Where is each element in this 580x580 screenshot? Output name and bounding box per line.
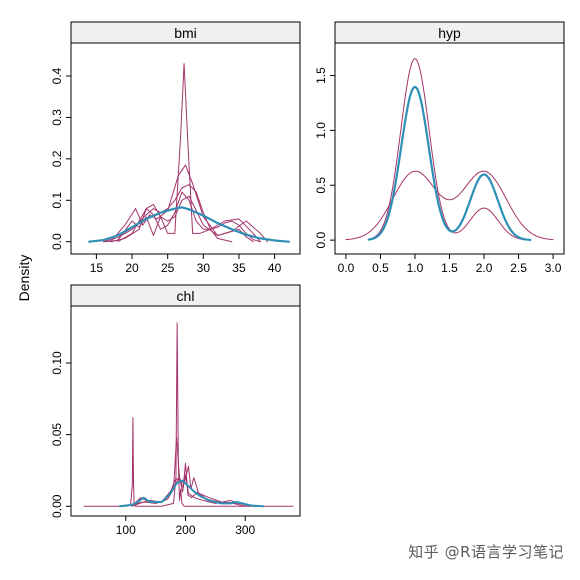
imputed-density-line (345, 170, 554, 241)
curves-group (88, 63, 290, 243)
imputed-density-line (117, 191, 261, 243)
observed-density-line (118, 479, 265, 508)
panel-bmi-plot: 15 20 25 30 35 40 0.0 0.1 0.2 0.3 0.4 (50, 63, 290, 275)
panel-hyp: hyp 0.0 0.5 1.0 1.5 2.0 2.5 3.0 0.0 0.5 1.0 1.5 (314, 21, 565, 275)
imputed-density-line (103, 63, 261, 243)
x-tick-label: 25 (161, 261, 175, 275)
imputed-density-line (110, 195, 268, 243)
y-axis-label: Density (16, 255, 32, 302)
panel-hyp-title: hyp (438, 25, 461, 41)
curves-group (345, 58, 554, 241)
x-tick-label: 2.5 (510, 261, 527, 275)
y-tick-label: 1.5 (314, 67, 328, 84)
x-tick-label: 1.0 (407, 261, 424, 275)
y-tick-label: 0.0 (50, 233, 64, 250)
y-tick-label: 0.10 (50, 351, 64, 375)
y-tick-label: 0.4 (50, 67, 64, 84)
x-tick-label: 0.0 (338, 261, 355, 275)
watermark-text: 知乎 @R语言学习笔记 (408, 543, 564, 561)
imputed-density-line (83, 322, 294, 507)
observed-density-line (88, 206, 290, 243)
x-tick-label: 30 (197, 261, 211, 275)
x-tick-label: 3.0 (545, 261, 562, 275)
observed-density-line (367, 85, 532, 241)
x-tick-label: 1.5 (441, 261, 458, 275)
y-tick-label: 0.05 (50, 423, 64, 447)
panel-hyp-frame (334, 42, 565, 255)
x-tick-label: 100 (116, 523, 136, 537)
panel-chl: chl 100 200 300 0.00 0.05 0.10 (50, 284, 301, 537)
y-tick-label: 0.1 (50, 192, 64, 209)
curves-group (83, 322, 294, 508)
x-tick-label: 20 (125, 261, 139, 275)
imputed-density-line (368, 58, 531, 241)
panel-chl-plot: 100 200 300 0.00 0.05 0.10 (50, 322, 294, 537)
x-tick-label: 40 (268, 261, 282, 275)
x-tick-label: 0.5 (372, 261, 389, 275)
panel-hyp-plot: 0.0 0.5 1.0 1.5 2.0 2.5 3.0 0.0 0.5 1.0 1.5 (314, 58, 562, 275)
panel-bmi: bmi 15 20 25 30 35 40 0.0 0.1 0.2 0.3 0.4 (50, 21, 301, 275)
y-tick-label: 0.00 (50, 494, 64, 518)
y-tick-label: 0.3 (50, 109, 64, 126)
y-tick-label: 1.0 (314, 122, 328, 139)
panel-bmi-frame (70, 42, 301, 255)
panel-bmi-title: bmi (174, 25, 197, 41)
panel-chl-title: chl (177, 288, 195, 304)
y-tick-label: 0.0 (314, 231, 328, 248)
imputed-density-line (125, 437, 252, 507)
x-tick-label: 2.0 (476, 261, 493, 275)
x-tick-label: 300 (235, 523, 255, 537)
x-tick-label: 15 (90, 261, 104, 275)
x-tick-label: 35 (232, 261, 246, 275)
y-tick-label: 0.5 (314, 177, 328, 194)
y-tick-label: 0.2 (50, 150, 64, 167)
x-tick-label: 200 (175, 523, 195, 537)
